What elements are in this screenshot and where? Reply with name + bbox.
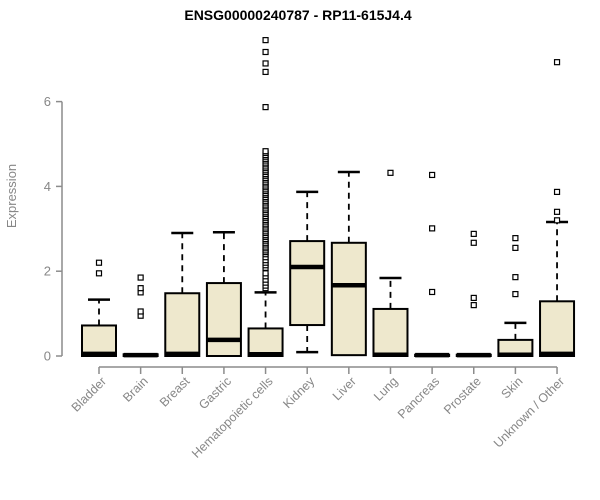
x-category-label: Liver: [330, 374, 359, 403]
x-category-label: Lung: [371, 374, 401, 404]
boxplot-gastric: [205, 230, 242, 357]
boxplot-liver: [330, 170, 367, 357]
iqr-box: [372, 307, 409, 358]
outlier-point: [95, 259, 103, 266]
outlier-point: [137, 308, 144, 315]
iqr-box: [539, 300, 576, 357]
boxplot-bladder: [81, 259, 117, 357]
outlier-point: [512, 244, 519, 251]
outlier-point: [262, 104, 269, 111]
outlier-point: [262, 60, 269, 67]
outlier-point: [429, 288, 436, 296]
x-category-label: Gastric: [196, 374, 234, 412]
x-category-label: Brain: [120, 374, 151, 405]
y-axis-label: Expression: [4, 164, 19, 228]
outlier-point: [553, 208, 561, 215]
iqr-box: [330, 241, 367, 357]
boxplot-hematopoietic-cells: [247, 37, 284, 358]
boxplot-skin: [497, 235, 534, 357]
iqr-box: [205, 282, 242, 357]
outlier-point: [137, 274, 144, 281]
iqr-box: [247, 327, 284, 358]
outlier-point: [262, 68, 269, 76]
x-category-label: Breast: [157, 374, 193, 410]
outlier-point: [553, 59, 561, 66]
iqr-box: [289, 240, 326, 327]
boxplot-breast: [164, 231, 201, 357]
outlier-point: [512, 274, 519, 281]
outlier-point: [262, 148, 269, 155]
x-category-label: Bladder: [69, 374, 109, 414]
outlier-point: [262, 48, 269, 56]
outlier-point: [429, 171, 436, 179]
y-tick-label: 6: [44, 94, 51, 109]
boxplot-kidney: [289, 190, 326, 354]
outlier-point: [95, 270, 103, 277]
outlier-point: [512, 290, 519, 298]
boxplot-prostate: [455, 230, 492, 358]
outlier-point: [553, 188, 561, 196]
y-axis: 0 2 4 6: [44, 94, 63, 364]
outlier-point: [387, 169, 394, 176]
outlier-point: [470, 230, 477, 237]
outlier-point: [553, 217, 561, 224]
boxplot-brain: [122, 274, 159, 358]
outlier-point: [137, 285, 144, 292]
boxplot-unknown-other: [539, 59, 576, 357]
iqr-box: [164, 292, 201, 357]
x-category-label: Hematopoietic cells: [189, 374, 276, 461]
x-category-label: Skin: [498, 374, 525, 401]
x-category-label: Pancreas: [395, 374, 442, 421]
outlier-point: [470, 302, 477, 309]
outlier-point: [470, 239, 477, 246]
outlier-point: [429, 225, 436, 232]
x-category-label: Unknown / Other: [491, 374, 567, 450]
outlier-point: [470, 294, 477, 302]
outlier-point: [262, 37, 269, 44]
boxplot-pancreas: [414, 171, 451, 358]
outlier-point: [262, 270, 269, 277]
iqr-box: [81, 324, 117, 357]
outlier-point: [512, 235, 519, 242]
x-category-label: Kidney: [280, 374, 317, 411]
y-tick-label: 4: [44, 179, 51, 194]
plot-area: 0 2 4 6 Bladder Brain Breast GastricHematopoiet…: [44, 37, 576, 461]
y-tick-label: 2: [44, 264, 51, 279]
y-tick-label: 0: [44, 349, 51, 364]
boxplot-lung: [372, 169, 409, 358]
chart-title: ENSG00000240787 - RP11-615J4.4: [184, 7, 411, 23]
x-category-label: Prostate: [441, 374, 484, 417]
